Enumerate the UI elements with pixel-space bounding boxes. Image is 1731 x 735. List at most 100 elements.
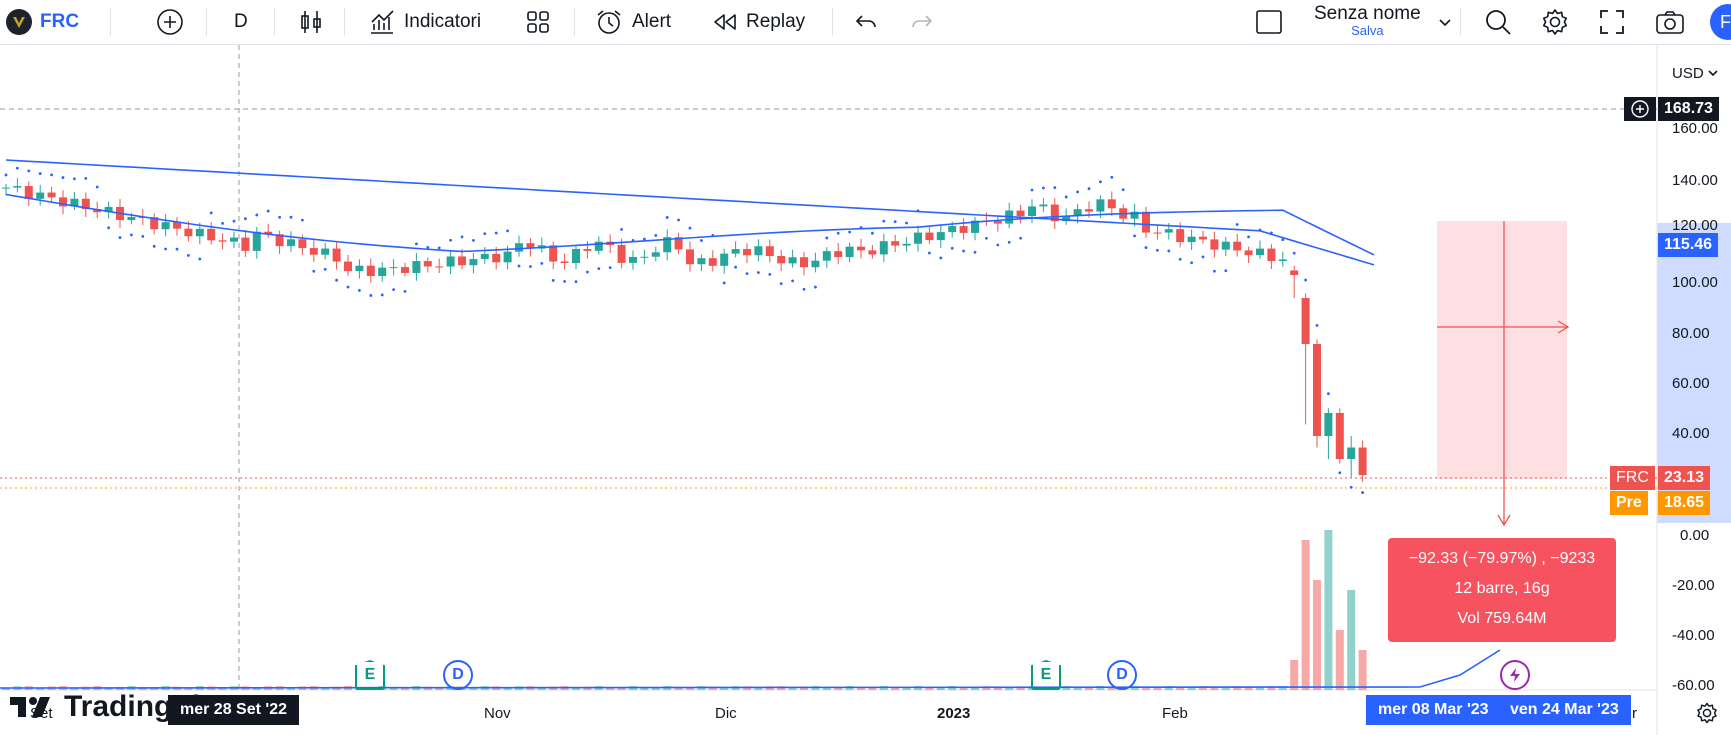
alert-button[interactable]: Alert [594, 0, 671, 44]
candle-body [572, 248, 580, 263]
measure-volume: Vol 759.64M [1457, 610, 1547, 627]
price-tick: 100.00 [1672, 274, 1718, 291]
redo-icon [912, 15, 933, 28]
volume-bar [1347, 590, 1356, 690]
currency-selector[interactable]: USD [1672, 65, 1718, 82]
candle-body [1164, 229, 1173, 233]
sar-dot [1327, 392, 1330, 396]
candle-body [230, 237, 238, 242]
replay-button[interactable]: Replay [712, 0, 805, 44]
sar-dot [825, 236, 829, 240]
volume-bar [1073, 687, 1082, 690]
candle-body [583, 248, 592, 251]
candle-body [936, 232, 945, 241]
sar-dot [232, 219, 236, 223]
chart-area[interactable]: USD 160.00 140.00 120.00 100.00 80.00 60… [0, 45, 1731, 735]
candle-body [743, 249, 751, 256]
gear-icon [1697, 702, 1717, 724]
sar-dot [73, 177, 76, 181]
sar-dot [1042, 186, 1045, 190]
sar-dot [996, 243, 1000, 247]
measure-range-box [1437, 221, 1567, 479]
volume-bar [469, 687, 478, 690]
publish-button[interactable]: F [1710, 4, 1731, 40]
volume-bar [1153, 687, 1162, 690]
fullscreen-button[interactable] [1598, 0, 1626, 44]
sar-dot [848, 230, 851, 234]
add-alert-button[interactable] [1624, 97, 1656, 121]
volume-bar [834, 686, 843, 690]
sar-dot [118, 236, 122, 239]
candle-body [378, 267, 387, 277]
candle-body [355, 265, 364, 272]
top-toolbar: FRC D Indicatori Alert Replay Senza nome… [0, 0, 1731, 45]
candle-body [731, 249, 740, 254]
candle-body [1187, 236, 1196, 243]
undo-icon [855, 15, 876, 28]
search-button[interactable] [1483, 0, 1513, 44]
candle-body [1176, 229, 1185, 243]
sar-dot [1270, 231, 1273, 235]
volume-bar [754, 687, 763, 690]
sma-long-line [5, 159, 1375, 266]
volume-bar [720, 687, 729, 690]
sar-dot [700, 239, 703, 242]
sar-dot [1053, 186, 1057, 190]
rewind-icon [714, 14, 736, 30]
symbol-search[interactable]: FRC [6, 0, 79, 44]
sar-dot [460, 235, 464, 239]
dividend-event-icon[interactable]: D [443, 660, 473, 690]
dividend-event-icon[interactable]: D [1107, 660, 1137, 690]
sar-dot [893, 220, 897, 223]
candle-body [811, 260, 820, 268]
sar-dot [643, 237, 646, 241]
earnings-event-icon[interactable]: E [355, 660, 385, 690]
candle-body [971, 220, 979, 233]
layout-name: Senza nome [1314, 3, 1421, 24]
candle-body [1107, 199, 1116, 209]
sar-dot [187, 254, 190, 257]
volume-bar [1005, 687, 1014, 690]
snapshot-button[interactable] [1654, 0, 1686, 44]
candle-body [252, 231, 261, 251]
earnings-event-icon[interactable]: E [1031, 660, 1061, 690]
candle-body [515, 243, 523, 252]
compare-button[interactable] [156, 0, 184, 44]
settings-button[interactable] [1540, 0, 1570, 44]
candle-body [184, 228, 193, 237]
redo-button[interactable] [908, 0, 936, 44]
sar-dot [871, 231, 874, 235]
tv-logo-icon [10, 697, 50, 717]
candle-body [321, 248, 330, 255]
sar-dot [1190, 261, 1193, 265]
sar-dot [711, 234, 715, 237]
candle-body [1221, 241, 1230, 250]
volume-bar [1164, 686, 1173, 690]
indicators-button[interactable]: Indicatori [368, 0, 481, 44]
sar-dot [141, 235, 145, 238]
measure-arrow-right [1557, 320, 1570, 334]
volume-bar [1142, 686, 1150, 690]
undo-button[interactable] [852, 0, 880, 44]
chart-type-button[interactable] [298, 0, 324, 44]
sar-dot [403, 289, 407, 293]
toolbar-divider [574, 8, 575, 36]
sar-dot [358, 289, 361, 292]
price-tick: 60.00 [1672, 375, 1710, 392]
sar-dot [392, 288, 395, 292]
sar-dot [1121, 188, 1125, 192]
sar-dot [426, 246, 430, 249]
candle-body [651, 252, 660, 257]
templates-button[interactable] [524, 0, 552, 44]
volume-bar [1244, 686, 1253, 690]
sar-dot [1213, 269, 1216, 273]
interval-button[interactable]: D [234, 0, 248, 44]
chart-settings-button[interactable] [1695, 701, 1719, 730]
lightning-event-icon[interactable] [1500, 660, 1530, 690]
layout-button[interactable]: Senza nome Salva [1254, 0, 1453, 44]
sar-dot [95, 185, 99, 189]
sar-dot [50, 173, 53, 177]
candle-body [435, 266, 444, 268]
sar-dot [164, 247, 168, 251]
volume-bar [287, 687, 295, 690]
